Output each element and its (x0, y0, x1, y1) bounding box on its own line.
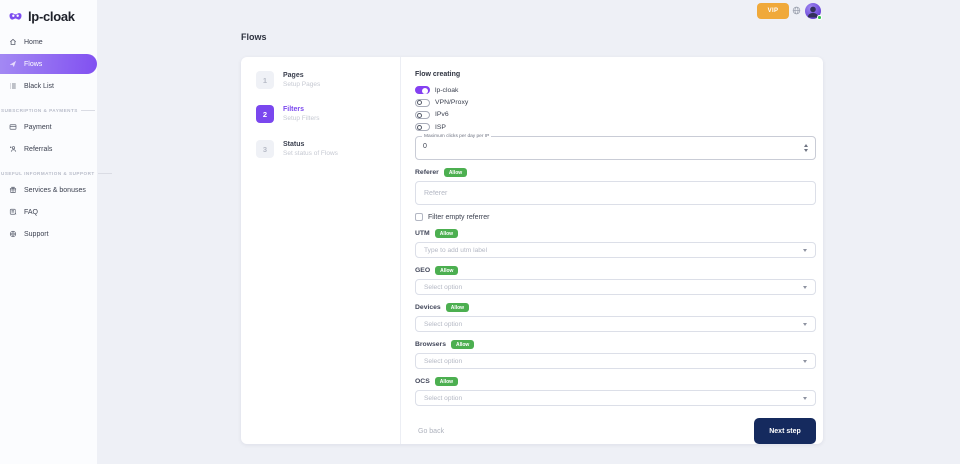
ocs-label: OCS (415, 378, 430, 386)
devices-label: Devices (415, 304, 441, 312)
lp-cloak-toggle[interactable] (415, 86, 430, 95)
step-title: Status (283, 141, 305, 148)
chevron-down-icon (803, 248, 807, 252)
sidebar-item-label: Black List (24, 82, 54, 90)
faq-document-icon (9, 208, 17, 216)
go-back-button[interactable]: Go back (415, 428, 444, 435)
sidebar-nav: Home Flows Black List SUBSCRIPTION & PAY… (0, 32, 112, 244)
app-logo[interactable]: lp-cloak (0, 0, 97, 26)
step-subtitle: Setup Pages (283, 81, 321, 88)
utm-label: UTM (415, 230, 430, 238)
section-subscription-payments: SUBSCRIPTION & PAYMENTS (1, 108, 97, 113)
max-clicks-input[interactable] (423, 143, 793, 151)
sidebar-item-label: FAQ (24, 208, 39, 216)
sidebar-item-support[interactable]: Support (0, 224, 97, 244)
sidebar: lp-cloak Home Flows Black List SUBSCRIPT… (0, 0, 112, 464)
page-title: Flows (241, 32, 267, 42)
devices-allow-badge[interactable]: Allow (445, 303, 470, 313)
step-filters[interactable]: 2 Filters Setup Filters (256, 105, 320, 123)
toggle-row-vpn-proxy[interactable]: VPN/Proxy (415, 98, 816, 107)
step-status[interactable]: 3 Status Set status of Flows (256, 140, 338, 158)
card-divider (400, 57, 401, 444)
sidebar-item-label: Payment (24, 123, 52, 131)
vpn-proxy-toggle[interactable] (415, 98, 430, 107)
life-ring-icon (9, 230, 17, 238)
section-useful-info-support: USEFUL INFORMATION & SUPPORT (1, 171, 112, 176)
toggle-row-lp-cloak[interactable]: lp-cloak (415, 86, 816, 95)
number-stepper-icon[interactable] (804, 144, 808, 153)
chevron-down-icon (803, 322, 807, 326)
toggle-row-isp[interactable]: ISP (415, 123, 816, 132)
geo-select[interactable]: Select option (415, 279, 816, 296)
footer-strip (0, 464, 960, 475)
flow-creating-form: Flow creating lp-cloak VPN/Proxy IPv6 IS… (415, 67, 816, 445)
step-title: Filters (283, 106, 305, 113)
utm-allow-badge[interactable]: Allow (434, 229, 459, 239)
sidebar-item-black-list[interactable]: Black List (0, 76, 97, 96)
toggle-group: lp-cloak VPN/Proxy IPv6 ISP (415, 86, 816, 132)
sidebar-item-label: Services & bonuses (24, 186, 86, 194)
sidebar-item-label: Flows (24, 60, 43, 68)
step-subtitle: Setup Filters (283, 115, 320, 122)
user-plus-icon (9, 145, 17, 153)
browsers-label: Browsers (415, 341, 446, 349)
sidebar-item-label: Home (24, 38, 43, 46)
chevron-down-icon (803, 359, 807, 363)
online-status-dot (817, 15, 822, 20)
ocs-select[interactable]: Select option (415, 390, 816, 407)
isp-toggle[interactable] (415, 123, 430, 132)
browsers-allow-badge[interactable]: Allow (450, 340, 475, 350)
chevron-down-icon (803, 396, 807, 400)
sidebar-item-label: Support (24, 230, 49, 238)
browsers-select[interactable]: Select option (415, 353, 816, 370)
sidebar-item-payment[interactable]: Payment (0, 117, 97, 137)
form-heading: Flow creating (415, 71, 461, 78)
max-clicks-label: Maximum clicks per day per IP (422, 133, 492, 139)
sidebar-item-flows[interactable]: Flows (0, 54, 97, 74)
language-globe-icon[interactable] (792, 6, 801, 15)
referer-label: Referer (415, 169, 439, 177)
toggle-row-ipv6[interactable]: IPv6 (415, 110, 816, 120)
sidebar-item-services-bonuses[interactable]: Services & bonuses (0, 180, 97, 200)
next-step-button[interactable]: Next step (754, 418, 816, 445)
ocs-allow-badge[interactable]: Allow (434, 377, 459, 387)
flow-card: 1 Pages Setup Pages 2 Filters Setup Filt… (241, 57, 823, 445)
sidebar-item-home[interactable]: Home (0, 32, 97, 52)
referer-allow-badge[interactable]: Allow (443, 168, 468, 178)
chevron-down-icon (803, 285, 807, 289)
devices-select[interactable]: Select option (415, 316, 816, 333)
step-subtitle: Set status of Flows (283, 150, 338, 157)
referer-input[interactable] (415, 181, 816, 206)
geo-label: GEO (415, 267, 431, 275)
utm-select[interactable]: Type to add utm label (415, 242, 816, 259)
filter-empty-referrer-checkbox[interactable] (415, 213, 423, 222)
home-icon (9, 38, 17, 46)
gift-icon (9, 186, 17, 194)
flows-icon (9, 60, 17, 68)
sidebar-item-label: Referrals (24, 145, 53, 153)
step-title: Pages (283, 72, 304, 79)
ipv6-toggle[interactable] (415, 110, 430, 119)
mask-logo-icon (8, 11, 23, 22)
filter-empty-referrer-row[interactable]: Filter empty referrer (415, 213, 816, 222)
sidebar-item-faq[interactable]: FAQ (0, 202, 97, 222)
credit-card-icon (9, 123, 17, 131)
list-icon (9, 82, 17, 90)
sidebar-item-referrals[interactable]: Referrals (0, 139, 97, 159)
max-clicks-field: Maximum clicks per day per IP (415, 133, 816, 161)
geo-allow-badge[interactable]: Allow (435, 266, 459, 276)
vip-button[interactable]: VIP (757, 3, 789, 19)
step-pages[interactable]: 1 Pages Setup Pages (256, 71, 320, 89)
logo-text: lp-cloak (28, 9, 75, 24)
